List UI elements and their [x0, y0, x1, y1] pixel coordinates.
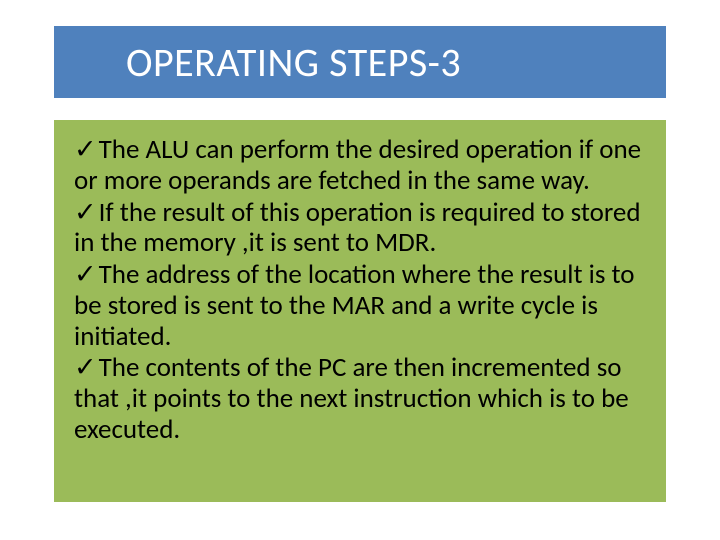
- slide: OPERATING STEPS-3 ✓The ALU can perform t…: [0, 0, 720, 540]
- bullet-list: ✓The ALU can perform the desired operati…: [74, 134, 646, 446]
- check-icon: ✓: [74, 352, 97, 382]
- check-icon: ✓: [74, 259, 97, 289]
- slide-title: OPERATING STEPS-3: [126, 38, 461, 87]
- bullet-text: The ALU can perform the desired operatio…: [74, 133, 641, 197]
- check-icon: ✓: [74, 134, 97, 164]
- bullet-item: ✓The ALU can perform the desired operati…: [74, 134, 646, 197]
- bullet-text: If the result of this operation is requi…: [74, 196, 641, 260]
- content-box: ✓The ALU can perform the desired operati…: [54, 120, 666, 502]
- bullet-text: The address of the location where the re…: [74, 258, 635, 353]
- bullet-text: The contents of the PC are then incremen…: [74, 351, 629, 446]
- bullet-item: ✓The address of the location where the r…: [74, 259, 646, 352]
- check-icon: ✓: [74, 197, 97, 227]
- bullet-item: ✓If the result of this operation is requ…: [74, 197, 646, 260]
- title-bar: OPERATING STEPS-3: [54, 26, 666, 98]
- bullet-item: ✓The contents of the PC are then increme…: [74, 352, 646, 445]
